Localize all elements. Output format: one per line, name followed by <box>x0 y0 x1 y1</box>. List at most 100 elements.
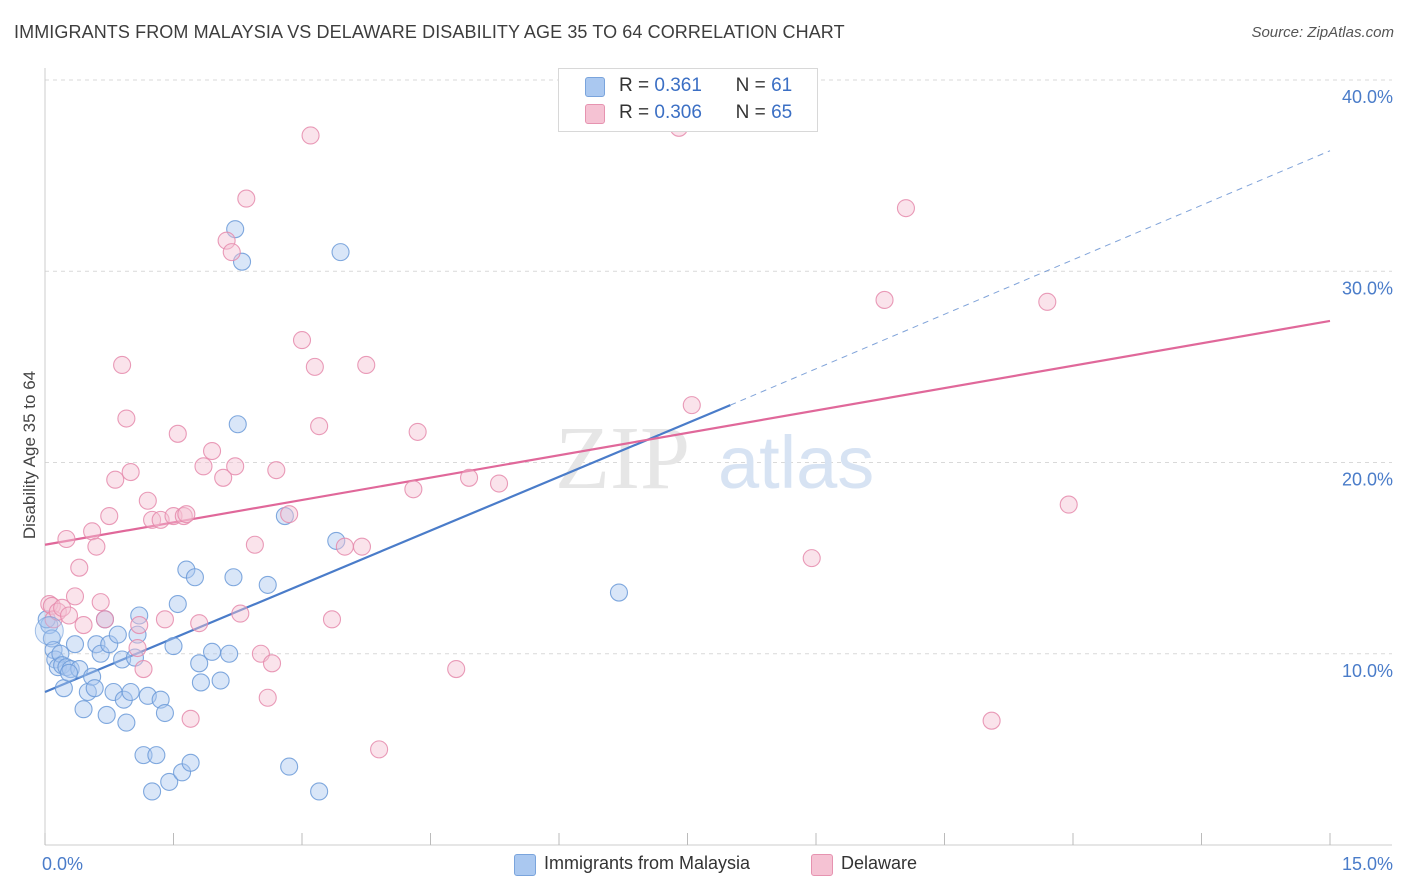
point-malaysia <box>168 594 187 614</box>
point-delaware <box>1038 292 1057 311</box>
point-delaware <box>106 470 125 489</box>
point-delaware <box>59 606 79 625</box>
point-delaware <box>226 457 245 476</box>
point-delaware <box>181 709 200 728</box>
trend-lines <box>44 150 1331 694</box>
point-malaysia <box>224 568 243 587</box>
point-delaware <box>100 506 119 526</box>
grid-lines <box>45 79 1392 655</box>
point-delaware <box>155 610 174 629</box>
point-malaysia <box>160 772 179 791</box>
point-delaware <box>237 189 256 208</box>
correlation-legend: R = 0.361 N = 61 R = 0.306 N = 65 <box>558 68 818 132</box>
trend-line-malaysia-extension <box>730 150 1331 406</box>
legend-r-label: R = <box>619 75 650 96</box>
watermark: ZIP atlas <box>555 409 874 508</box>
point-delaware <box>982 711 1001 730</box>
point-malaysia <box>97 705 116 725</box>
point-malaysia <box>74 700 93 719</box>
point-malaysia <box>130 606 149 625</box>
legend-r-label: R = <box>619 102 650 123</box>
point-malaysia <box>114 690 133 709</box>
point-delaware <box>310 417 329 436</box>
point-delaware <box>352 537 372 556</box>
point-delaware <box>489 474 509 493</box>
legend-n-label: N = <box>735 75 766 96</box>
point-malaysia <box>310 782 329 801</box>
legend-swatch-pink <box>585 104 605 124</box>
point-delaware <box>138 491 157 510</box>
point-delaware <box>292 331 312 350</box>
legend-n-value: 61 <box>771 75 793 96</box>
point-delaware <box>203 441 222 461</box>
legend-n-label: N = <box>735 102 766 123</box>
point-delaware <box>117 409 136 428</box>
point-malaysia <box>87 635 106 654</box>
point-delaware <box>95 610 115 629</box>
point-malaysia <box>609 583 629 602</box>
point-delaware <box>53 598 72 617</box>
point-delaware <box>404 480 423 499</box>
point-malaysia <box>185 568 204 587</box>
point-delaware <box>322 610 342 629</box>
legend-label-delaware: Delaware <box>841 853 918 873</box>
point-malaysia <box>134 746 153 765</box>
point-malaysia <box>34 616 64 646</box>
point-malaysia <box>220 644 239 663</box>
point-delaware <box>57 529 76 549</box>
point-delaware <box>262 654 282 673</box>
point-delaware <box>1059 495 1078 514</box>
point-delaware <box>335 537 354 556</box>
point-delaware <box>301 126 320 145</box>
watermark-zip: ZIP <box>555 409 690 508</box>
point-malaysia <box>190 654 209 673</box>
point-delaware <box>370 740 389 759</box>
point-delaware <box>258 688 277 707</box>
point-malaysia <box>83 667 102 686</box>
point-malaysia <box>147 746 166 765</box>
trend-line-delaware <box>44 319 1331 546</box>
point-delaware <box>217 231 236 250</box>
point-malaysia <box>151 690 170 709</box>
y-tick-label: 40.0% <box>1342 87 1393 107</box>
point-delaware <box>65 587 85 606</box>
point-malaysia <box>258 575 277 594</box>
point-delaware <box>267 461 286 480</box>
point-delaware <box>168 424 187 443</box>
point-malaysia <box>211 671 230 690</box>
point-malaysia <box>65 635 85 654</box>
point-delaware <box>194 457 213 476</box>
point-delaware <box>875 290 894 309</box>
point-delaware <box>305 357 324 376</box>
point-delaware <box>121 463 140 482</box>
point-delaware <box>357 355 376 375</box>
point-delaware <box>459 468 479 487</box>
axes <box>44 68 1392 846</box>
point-malaysia <box>191 673 210 692</box>
point-malaysia <box>203 642 222 661</box>
point-malaysia <box>54 679 73 698</box>
point-malaysia <box>108 625 127 644</box>
point-delaware <box>83 522 102 541</box>
point-delaware <box>214 468 233 487</box>
legend-n-value: 65 <box>771 102 793 123</box>
x-tick-label: 0.0% <box>42 854 83 874</box>
legend-swatch-pink <box>811 854 833 876</box>
point-delaware <box>91 593 110 612</box>
point-malaysia <box>280 757 299 776</box>
point-delaware <box>682 396 701 415</box>
legend-r-value: 0.306 <box>654 102 702 123</box>
legend-label-malaysia: Immigrants from Malaysia <box>544 853 751 873</box>
point-malaysia <box>117 713 136 732</box>
source-label: Source: ZipAtlas.com <box>1251 24 1394 41</box>
point-delaware <box>231 604 250 623</box>
chart-title: IMMIGRANTS FROM MALAYSIA VS DELAWARE DIS… <box>14 22 845 42</box>
point-malaysia <box>143 782 162 801</box>
y-tick-label: 20.0% <box>1342 470 1393 490</box>
point-delaware <box>222 243 241 262</box>
point-delaware <box>128 638 147 658</box>
point-delaware <box>408 422 427 441</box>
point-malaysia <box>164 637 183 656</box>
point-malaysia <box>155 703 174 723</box>
